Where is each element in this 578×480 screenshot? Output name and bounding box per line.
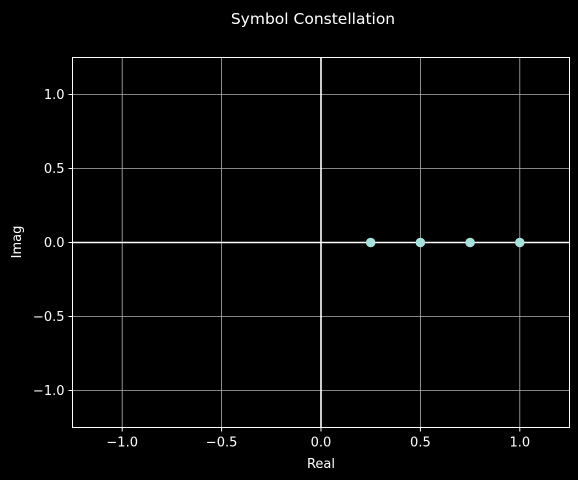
x-tick-label: −0.5 bbox=[206, 436, 238, 451]
y-axis-label: Imag bbox=[10, 226, 25, 259]
y-tick-label: 1.0 bbox=[44, 88, 65, 103]
chart-title: Symbol Constellation bbox=[231, 10, 395, 28]
x-axis-label: Real bbox=[307, 457, 335, 472]
x-tick-label: 0.0 bbox=[311, 436, 332, 451]
data-point bbox=[515, 237, 525, 248]
x-tick-label: 1.0 bbox=[509, 436, 530, 451]
y-tick-label: −0.5 bbox=[33, 310, 65, 325]
y-tick-label: 0.5 bbox=[44, 162, 65, 177]
axis-ticks: −1.0 −0.5 0.0 0.5 1.0 −1.0 −0.5 0.0 0.5 1.0 bbox=[33, 88, 530, 451]
y-tick-label: −1.0 bbox=[33, 384, 65, 399]
reference-lines bbox=[72, 57, 570, 428]
data-point bbox=[465, 237, 475, 248]
data-point bbox=[415, 237, 426, 248]
x-tick-label: −1.0 bbox=[106, 436, 138, 451]
y-tick-label: 0.0 bbox=[44, 236, 65, 251]
data-points bbox=[365, 237, 525, 248]
data-point bbox=[365, 237, 376, 248]
x-tick-label: 0.5 bbox=[410, 436, 431, 451]
